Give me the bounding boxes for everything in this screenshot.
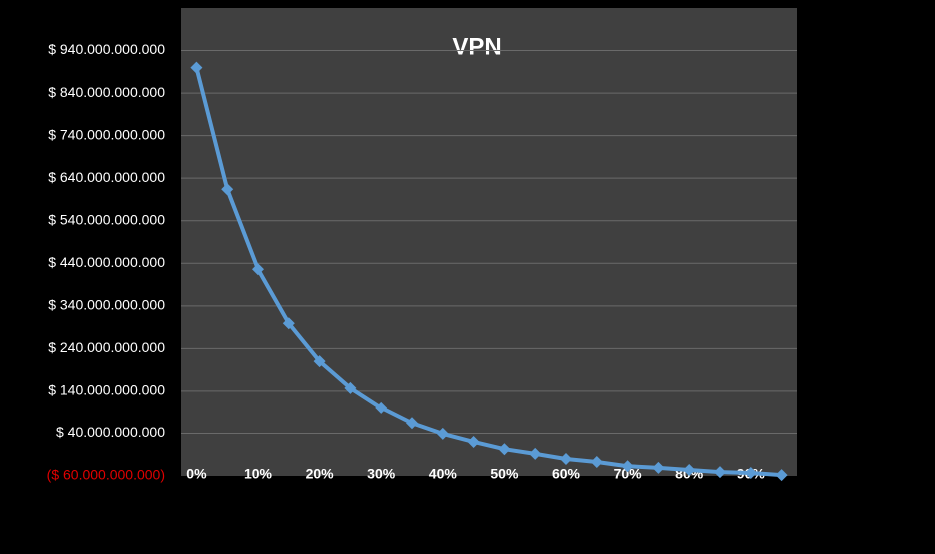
data-point [683,464,696,477]
data-point [498,443,511,456]
data-point [621,460,634,473]
y-tick-label: $ 840.000.000.000 [48,84,165,100]
y-tick-label: $ 740.000.000.000 [48,126,165,142]
data-point [282,317,295,330]
y-tick-label: $ 940.000.000.000 [48,41,165,57]
data-point [313,355,326,368]
plot-area [181,8,797,476]
data-point [344,381,357,394]
x-tick-label: 20% [306,466,335,482]
x-tick-label: 10% [244,466,273,482]
y-tick-label: $ 340.000.000.000 [48,297,165,313]
data-point [467,435,480,448]
data-point [252,263,264,276]
data-point [775,469,788,482]
data-point [406,417,418,430]
data-point [221,183,234,196]
data-point [714,466,726,479]
chart-title: VPN [452,33,501,60]
x-tick-label: 50% [490,466,519,482]
y-tick-label: $ 440.000.000.000 [48,254,165,270]
y-tick-label: $ 640.000.000.000 [48,169,165,185]
y-tick-label: $ 140.000.000.000 [48,382,165,398]
data-point [590,455,603,468]
x-tick-label: 60% [552,466,581,482]
data-point [560,452,572,465]
data-point [436,427,449,440]
data-point [375,401,388,414]
data-point [652,461,665,474]
y-tick-label: $ 40.000.000.000 [56,424,165,440]
data-point [744,467,757,480]
x-tick-label: 30% [367,466,396,482]
x-tick-label: 70% [614,466,643,482]
x-tick-label: 40% [429,466,458,482]
x-tick-label: 0% [186,466,207,482]
y-tick-label: $ 240.000.000.000 [48,339,165,355]
y-tick-label: ($ 60.000.000.000) [47,467,165,483]
data-point [529,447,542,460]
y-tick-label: $ 540.000.000.000 [48,211,165,227]
data-point [190,61,203,74]
